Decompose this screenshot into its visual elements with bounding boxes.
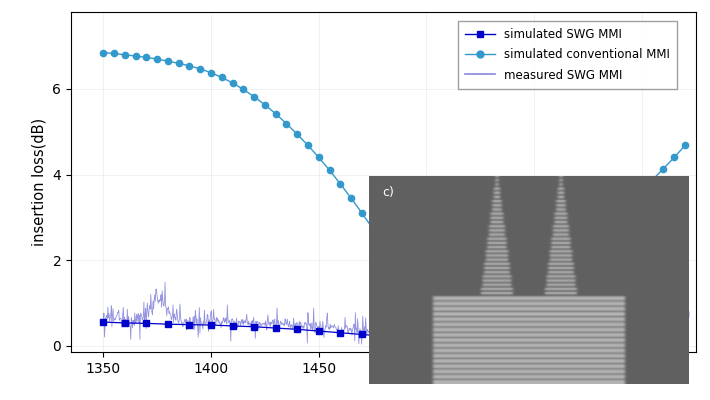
Legend: simulated SWG MMI, simulated conventional MMI, measured SWG MMI: simulated SWG MMI, simulated conventiona… bbox=[459, 21, 677, 89]
Text: c): c) bbox=[382, 186, 394, 199]
Y-axis label: insertion loss(dB): insertion loss(dB) bbox=[32, 118, 47, 246]
